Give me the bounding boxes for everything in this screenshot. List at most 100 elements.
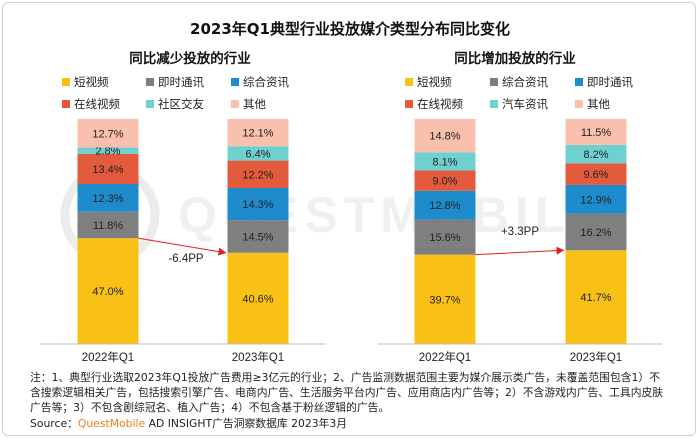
- source-prefix: Source：: [30, 417, 78, 430]
- bar-segment: [77, 238, 139, 344]
- x-tick-label: 2023年Q1: [232, 350, 284, 364]
- bar-segment: [414, 119, 476, 153]
- data-label: 9.0%: [432, 176, 457, 188]
- legend-label: 综合资讯: [243, 75, 289, 89]
- data-label: 12.9%: [580, 194, 611, 206]
- data-label: 16.2%: [580, 227, 611, 239]
- bar-segment: [565, 163, 627, 185]
- legend-label: 即时通讯: [158, 75, 204, 89]
- chart-title: 2023年Q1典型行业投放媒介类型分布同比变化: [190, 20, 510, 38]
- right-legend-item: 短视频: [405, 74, 452, 90]
- bar-segment: [77, 153, 139, 185]
- source-suffix: AD INSIGHT广告洞察数据库 2023年3月: [145, 417, 348, 430]
- bar-segment: [227, 119, 289, 147]
- data-label: 12.7%: [92, 128, 123, 140]
- legend-label: 短视频: [74, 75, 109, 89]
- x-tick-label: 2022年Q1: [82, 350, 134, 364]
- bar-segment: [414, 170, 476, 191]
- data-label: 47.0%: [92, 286, 123, 298]
- footnotes: 注：1、典型行业选取2023年Q1投放广告费用≥3亿元的行业；2、广告监测数据范…: [30, 371, 664, 414]
- right-legend-item: 在线视频: [405, 96, 463, 112]
- data-label: 12.8%: [429, 200, 460, 212]
- legend-swatch: [490, 100, 498, 108]
- legend-swatch: [146, 100, 154, 108]
- legend-swatch: [490, 78, 498, 86]
- bar-segment: [414, 254, 476, 344]
- legend-label: 即时通讯: [587, 75, 633, 89]
- left-legend-item: 短视频: [62, 74, 109, 90]
- right-legend-item: 即时通讯: [575, 74, 633, 90]
- bar-segment: [227, 146, 289, 161]
- data-label: 40.6%: [242, 293, 273, 305]
- bar-segment: [414, 219, 476, 255]
- bar-segment: [227, 252, 289, 344]
- right-legend-item: 其他: [575, 96, 610, 112]
- bar-segment: [414, 152, 476, 171]
- left-legend-item: 社区交友: [146, 96, 204, 112]
- data-label: 39.7%: [429, 294, 460, 306]
- bar-segment: [77, 211, 139, 239]
- data-label: 41.7%: [580, 292, 611, 304]
- right-subtitle: 同比增加投放的行业: [454, 51, 576, 67]
- data-label: 9.6%: [583, 169, 608, 181]
- left-legend-item: 综合资讯: [231, 74, 289, 90]
- data-label: 11.5%: [581, 127, 612, 139]
- bar-segment: [77, 119, 139, 148]
- bar-segment: [565, 184, 627, 214]
- change-label: -6.4PP: [168, 253, 203, 265]
- legend-label: 其他: [587, 97, 610, 111]
- data-label: 6.4%: [245, 148, 270, 160]
- legend-label: 在线视频: [74, 97, 120, 111]
- source-line: Source：QuestMobile AD INSIGHT广告洞察数据库 202…: [30, 415, 347, 431]
- right-legend-item: 综合资讯: [490, 74, 548, 90]
- legend-label: 短视频: [417, 75, 452, 89]
- legend-swatch: [62, 78, 70, 86]
- legend-label: 社区交友: [158, 97, 204, 111]
- bar-segment: [227, 220, 289, 253]
- change-arrow: [138, 237, 227, 256]
- data-label: 2.8%: [95, 146, 120, 158]
- bar-segment: [565, 119, 627, 145]
- legend-swatch: [575, 100, 583, 108]
- source-brand: QuestMobile: [77, 417, 146, 430]
- left-legend-item: 其他: [231, 96, 266, 112]
- left-legend-item: 即时通讯: [146, 74, 204, 90]
- bar-segment: [565, 144, 627, 164]
- left-subtitle: 同比减少投放的行业: [129, 51, 251, 67]
- bar-segment: [414, 190, 476, 220]
- legend-swatch: [146, 78, 154, 86]
- data-label: 8.1%: [432, 156, 457, 168]
- x-tick-label: 2022年Q1: [419, 350, 471, 364]
- data-label: 12.2%: [242, 169, 273, 181]
- data-label: 12.3%: [92, 193, 123, 205]
- legend-swatch: [231, 100, 239, 108]
- bar-segment: [227, 188, 289, 221]
- legend-label: 综合资讯: [502, 75, 548, 89]
- data-label: 14.3%: [242, 199, 273, 211]
- bar-segment: [565, 213, 627, 251]
- legend-swatch: [62, 100, 70, 108]
- legend-swatch: [405, 100, 413, 108]
- legend-swatch: [231, 78, 239, 86]
- data-label: 13.4%: [92, 164, 123, 176]
- legend-swatch: [575, 78, 583, 86]
- data-label: 14.8%: [429, 131, 460, 143]
- data-label: 8.2%: [583, 149, 608, 161]
- left-legend-item: 在线视频: [62, 96, 120, 112]
- bar-segment: [77, 147, 139, 154]
- change-arrow: [475, 246, 565, 256]
- right-legend-item: 汽车资讯: [490, 96, 548, 112]
- bar-segment: [565, 250, 627, 344]
- legend-label: 在线视频: [417, 97, 463, 111]
- data-label: 12.1%: [242, 128, 273, 140]
- x-tick-label: 2023年Q1: [570, 350, 622, 364]
- bar-segment: [77, 184, 139, 212]
- data-label: 15.6%: [429, 232, 460, 244]
- change-label: +3.3PP: [501, 226, 539, 238]
- legend-label: 其他: [243, 97, 266, 111]
- data-label: 14.5%: [242, 231, 273, 243]
- legend-swatch: [405, 78, 413, 86]
- bar-segment: [227, 160, 289, 189]
- data-label: 11.8%: [93, 220, 124, 232]
